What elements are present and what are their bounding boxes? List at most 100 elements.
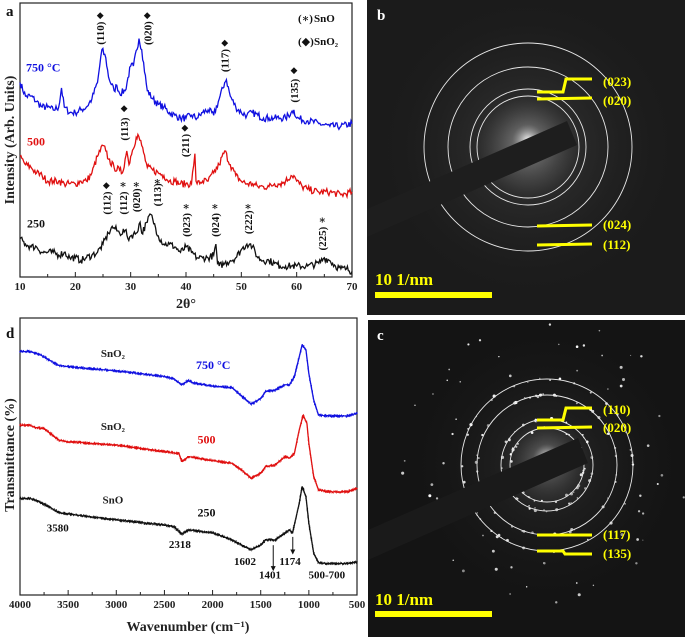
- diffraction-spot: [525, 586, 528, 588]
- diffraction-spot: [432, 393, 434, 395]
- ring-label: (020): [603, 93, 631, 108]
- diffraction-spot: [646, 444, 650, 447]
- sno2-marker-icon: ◆: [290, 65, 297, 75]
- ring-index-markers: [536, 406, 593, 556]
- diffraction-spot: [575, 402, 578, 405]
- x-tick-label: 500: [349, 599, 366, 611]
- x-tick-label: 1500: [250, 599, 273, 611]
- diffraction-spot: [543, 509, 545, 511]
- x-tick-label: 50: [236, 281, 248, 293]
- ring-index-markers: [536, 77, 593, 247]
- diffraction-spot: [576, 497, 579, 499]
- diffraction-spot: [451, 432, 454, 436]
- series-label: 500: [198, 432, 216, 446]
- panel-letter-d: d: [6, 326, 15, 342]
- diffraction-spot: [607, 388, 609, 390]
- band-label: 1174: [279, 556, 301, 568]
- diffraction-spot: [509, 593, 511, 595]
- diffraction-spot: [498, 355, 500, 358]
- x-axis-label: 2θ°: [176, 297, 196, 312]
- x-tick-label: 60: [291, 281, 303, 293]
- diffraction-spot: [534, 507, 536, 509]
- diffraction-spot: [573, 491, 575, 493]
- diffraction-spot: [515, 445, 518, 448]
- x-tick-label: 2500: [153, 599, 176, 611]
- diffraction-spot: [591, 409, 595, 413]
- beam-stop: [367, 121, 577, 237]
- diffraction-spot: [640, 355, 643, 358]
- peak-label: (112): [101, 191, 113, 215]
- ftir-chart: d 750 °C SnO₂ 500 SnO₂ 250 SnO 4000 3500 3000 250…: [3, 317, 366, 635]
- diffraction-spot: [586, 538, 589, 541]
- series-line-250: [19, 213, 353, 275]
- peak-label: (020): [142, 21, 154, 45]
- diffraction-spot: [428, 494, 432, 498]
- diffraction-spot: [508, 374, 512, 378]
- series-label: 500: [27, 134, 45, 148]
- panel-letter-c: c: [377, 328, 384, 344]
- saed-pattern-b: b (023) (020) (024) (112) 10 1/nm: [367, 0, 685, 315]
- band-label: 3580: [47, 523, 70, 535]
- y-axis-label: Intensity (Arb. Units): [3, 75, 18, 204]
- sno2-marker-icon: ◆: [221, 37, 228, 47]
- peak-label: (225): [317, 226, 329, 250]
- legend-label-sno2: SnO₂: [314, 36, 339, 48]
- diffraction-spot: [619, 365, 623, 369]
- diffraction-spot: [539, 377, 541, 379]
- diffraction-spot: [512, 447, 514, 449]
- diffraction-spot: [477, 457, 480, 460]
- diffraction-spot: [619, 384, 623, 388]
- diffraction-spot: [430, 483, 434, 487]
- peak-label: (020): [131, 188, 143, 212]
- diffraction-spot: [414, 404, 416, 407]
- diffraction-spot: [656, 482, 659, 485]
- x-tick-label: 1000: [298, 599, 321, 611]
- diffraction-spot: [401, 471, 405, 475]
- diffraction-spot: [558, 343, 560, 346]
- band-label: 1602: [234, 556, 257, 568]
- sno2-marker-icon: ◆: [181, 122, 188, 132]
- ring-label: (117): [603, 527, 630, 542]
- diffraction-spot: [482, 534, 484, 537]
- x-tick-label: 4000: [9, 599, 32, 611]
- diffraction-spot: [527, 381, 529, 383]
- beam-stop: [368, 438, 588, 560]
- diffraction-spot: [509, 439, 511, 442]
- legend: (∗) SnO (◆) SnO₂: [298, 13, 339, 48]
- diffraction-spot: [601, 354, 604, 357]
- scale-bar: [375, 611, 492, 617]
- band-label: 500-700: [309, 569, 346, 581]
- peak-label: (135): [289, 78, 301, 102]
- diffraction-spot: [584, 487, 587, 490]
- series-line-500: [19, 413, 358, 494]
- diffraction-spot: [620, 533, 624, 537]
- diffraction-spot: [635, 562, 638, 565]
- y-axis-label: Transmittance (%): [3, 398, 18, 512]
- diffraction-spot: [540, 499, 543, 502]
- diffraction-spot: [558, 377, 562, 381]
- diffraction-spot: [605, 402, 608, 405]
- sno-marker-icon: ∗: [182, 201, 190, 213]
- series-line-750C: [19, 38, 353, 131]
- diffraction-spot: [530, 431, 534, 434]
- diffraction-spot: [625, 432, 627, 434]
- x-tick-label: 3500: [57, 599, 80, 611]
- diffraction-spot: [461, 569, 465, 573]
- diffraction-spot: [543, 562, 546, 565]
- diffraction-spot: [478, 339, 482, 342]
- peak-label: (110): [95, 21, 107, 45]
- peak-label: (113): [119, 117, 131, 141]
- sno2-marker-icon: ◆: [97, 10, 104, 20]
- diffraction-spot: [576, 369, 579, 372]
- diffraction-spot: [510, 460, 513, 463]
- diffraction-spot: [524, 396, 526, 399]
- sno-marker-icon: ∗: [119, 179, 127, 191]
- series-label: 250: [198, 506, 216, 520]
- ring-label: (020): [603, 420, 631, 435]
- sno-marker-icon: ∗: [153, 176, 161, 188]
- series-label: 750 °C: [26, 61, 60, 75]
- panel-letter-b: b: [377, 8, 385, 24]
- peak-label: (117): [220, 49, 232, 73]
- ring-label: (023): [603, 74, 631, 89]
